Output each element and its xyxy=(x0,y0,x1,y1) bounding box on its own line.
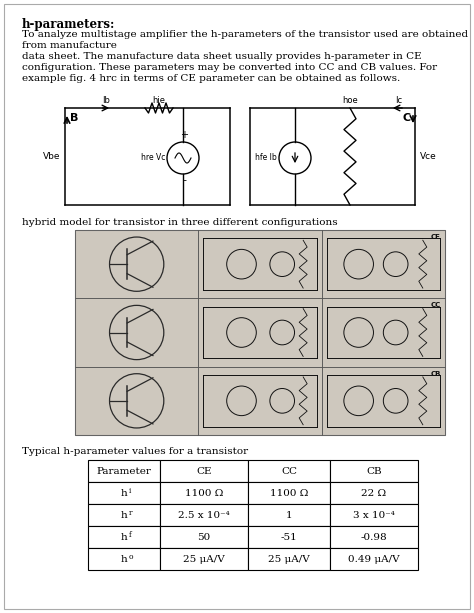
Bar xyxy=(160,482,248,504)
Text: 1100 Ω: 1100 Ω xyxy=(185,489,223,498)
Text: Ib: Ib xyxy=(102,96,110,105)
Bar xyxy=(248,504,330,526)
Text: CB: CB xyxy=(430,371,441,376)
Text: hybrid model for transistor in three different configurations: hybrid model for transistor in three dif… xyxy=(22,218,337,227)
Text: o: o xyxy=(129,553,134,561)
Text: +: + xyxy=(180,130,188,140)
Text: -: - xyxy=(182,175,186,185)
Text: 3 x 10⁻⁴: 3 x 10⁻⁴ xyxy=(353,511,395,519)
Text: configuration. These parameters may be converted into CC and CB values. For: configuration. These parameters may be c… xyxy=(22,63,437,72)
Bar xyxy=(248,548,330,570)
Text: data sheet. The manufacture data sheet usually provides h-parameter in CE: data sheet. The manufacture data sheet u… xyxy=(22,52,422,61)
Bar xyxy=(75,299,198,367)
Text: 25 μA/V: 25 μA/V xyxy=(183,555,225,563)
Text: 0.49 μA/V: 0.49 μA/V xyxy=(348,555,400,563)
Bar xyxy=(198,299,322,367)
Text: hoe: hoe xyxy=(342,96,358,105)
Text: CB: CB xyxy=(366,466,382,476)
Bar xyxy=(160,460,248,482)
Bar xyxy=(322,367,445,435)
Bar xyxy=(248,482,330,504)
Bar xyxy=(330,482,418,504)
Text: r: r xyxy=(129,509,133,517)
Text: To analyze multistage amplifier the h-parameters of the transistor used are obta: To analyze multistage amplifier the h-pa… xyxy=(22,30,468,39)
Bar xyxy=(88,482,160,504)
Bar xyxy=(88,504,160,526)
Text: C: C xyxy=(403,113,411,123)
Bar xyxy=(330,460,418,482)
Bar xyxy=(322,230,445,299)
Bar xyxy=(75,367,198,435)
Text: hie: hie xyxy=(153,96,165,105)
Text: h: h xyxy=(120,555,128,563)
Text: Ic: Ic xyxy=(395,96,402,105)
Text: 22 Ω: 22 Ω xyxy=(362,489,387,498)
Text: from manufacture: from manufacture xyxy=(22,41,117,50)
Text: -0.98: -0.98 xyxy=(361,533,387,541)
Text: h: h xyxy=(120,511,128,519)
Text: 50: 50 xyxy=(197,533,210,541)
Text: 1: 1 xyxy=(286,511,292,519)
Text: CE: CE xyxy=(431,234,441,240)
Text: i: i xyxy=(129,487,131,495)
Text: example fig. 4 hrc in terms of CE parameter can be obtained as follows.: example fig. 4 hrc in terms of CE parame… xyxy=(22,74,400,83)
Bar xyxy=(322,299,445,367)
Bar xyxy=(160,504,248,526)
Text: 25 μA/V: 25 μA/V xyxy=(268,555,310,563)
Text: B: B xyxy=(70,113,78,123)
Text: h: h xyxy=(120,533,128,541)
Bar xyxy=(75,230,445,435)
Bar xyxy=(88,526,160,548)
Text: -51: -51 xyxy=(281,533,297,541)
Text: h: h xyxy=(120,489,128,498)
Text: CC: CC xyxy=(281,466,297,476)
Text: f: f xyxy=(129,531,132,539)
Text: 2.5 x 10⁻⁴: 2.5 x 10⁻⁴ xyxy=(178,511,230,519)
Bar xyxy=(330,504,418,526)
Text: Parameter: Parameter xyxy=(97,466,151,476)
Text: 1100 Ω: 1100 Ω xyxy=(270,489,308,498)
Bar xyxy=(88,548,160,570)
Bar xyxy=(160,526,248,548)
Text: h-parameters:: h-parameters: xyxy=(22,18,115,31)
Bar xyxy=(75,230,198,299)
Text: hfe Ib: hfe Ib xyxy=(255,153,277,162)
Bar xyxy=(88,460,160,482)
Bar xyxy=(198,230,322,299)
Bar xyxy=(330,548,418,570)
Bar xyxy=(198,367,322,435)
Bar xyxy=(248,526,330,548)
Text: Vbe: Vbe xyxy=(43,152,60,161)
Text: CE: CE xyxy=(196,466,212,476)
Bar xyxy=(248,460,330,482)
Bar xyxy=(330,526,418,548)
Bar xyxy=(160,548,248,570)
Text: CC: CC xyxy=(431,302,441,308)
Text: hre Vc: hre Vc xyxy=(141,153,165,162)
Text: Typical h-parameter values for a transistor: Typical h-parameter values for a transis… xyxy=(22,447,248,456)
Text: Vce: Vce xyxy=(420,152,437,161)
